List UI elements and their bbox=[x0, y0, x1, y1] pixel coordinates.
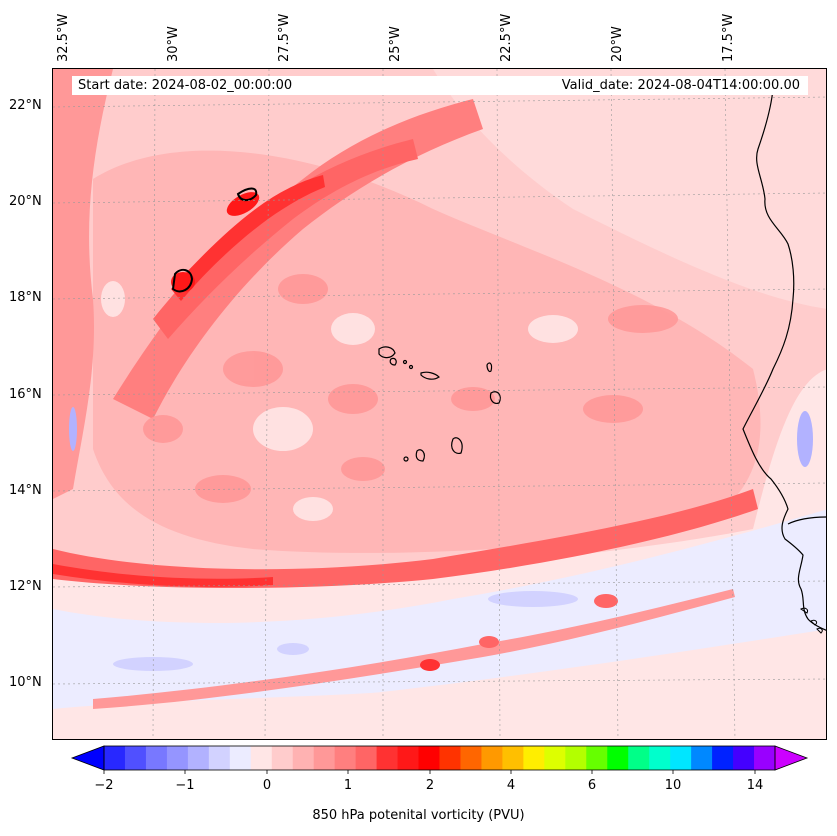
itcz-streak bbox=[93, 589, 735, 709]
lon-label-32-5w: 32.5°W bbox=[56, 13, 71, 62]
colorbar-title: 850 hPa potenital vorticity (PVU) bbox=[312, 808, 525, 823]
graticule bbox=[53, 69, 826, 739]
lat-label-14n: 14°N bbox=[9, 483, 42, 498]
itcz-core-3 bbox=[594, 594, 618, 608]
ne-light-area bbox=[433, 69, 826, 309]
colorbar-cell bbox=[754, 746, 776, 770]
colorbar-cell bbox=[670, 746, 692, 770]
colorbar-max-extend bbox=[774, 745, 809, 771]
west-edge-band bbox=[53, 69, 113, 499]
south-band-bottom bbox=[53, 629, 826, 739]
colorbar-cell bbox=[313, 746, 336, 770]
west-edge-negative-pv bbox=[69, 407, 77, 451]
lon-label-17-5w: 17.5°W bbox=[721, 13, 736, 62]
colorbar-tick: 2 bbox=[425, 778, 435, 793]
colorbar-outline bbox=[103, 745, 776, 771]
colorbar-cell bbox=[733, 746, 755, 770]
lon-label-27-5w: 27.5°W bbox=[277, 13, 292, 62]
pv-filament-core bbox=[171, 175, 325, 301]
colorbar-cell bbox=[418, 746, 440, 770]
pv-filament-mid bbox=[153, 139, 418, 339]
colorbar-cell bbox=[565, 746, 587, 770]
colorbar-tick: −1 bbox=[175, 778, 195, 793]
colorbar-cell bbox=[355, 746, 378, 770]
pv-filament-outer bbox=[113, 99, 483, 419]
pv-contour-2 bbox=[236, 187, 258, 202]
lon-label-20w: 20°W bbox=[610, 26, 625, 62]
colorbar-cell bbox=[208, 746, 231, 770]
colorbar-tick: 14 bbox=[746, 778, 764, 793]
colorbar-cell bbox=[145, 746, 168, 770]
colorbar-cell bbox=[376, 746, 399, 770]
colorbar-cell bbox=[292, 746, 315, 770]
colorbar-cell bbox=[607, 746, 629, 770]
colorbar-tick-marks bbox=[103, 770, 756, 774]
colorbar-cell bbox=[628, 746, 650, 770]
pv-blobs bbox=[143, 274, 678, 503]
colorbar-cell bbox=[649, 746, 671, 770]
lat-label-18n: 18°N bbox=[9, 290, 42, 305]
itcz-core-2 bbox=[479, 636, 499, 648]
colorbar-cell bbox=[586, 746, 608, 770]
lat-label-22n: 22°N bbox=[9, 98, 42, 113]
pv-contour-1 bbox=[171, 268, 194, 293]
valid-date-label: Valid_date: 2024-08-04T14:00:00.00 bbox=[561, 78, 800, 93]
colorbar-tick: 10 bbox=[664, 778, 682, 793]
lon-label-22-5w: 22.5°W bbox=[499, 13, 514, 62]
colorbar bbox=[70, 745, 809, 774]
colorbar-tick: 1 bbox=[343, 778, 353, 793]
lat-label-10n: 10°N bbox=[9, 675, 42, 690]
bissagos-islands bbox=[800, 607, 823, 634]
colorbar-cell bbox=[544, 746, 566, 770]
colorbar-cell bbox=[124, 746, 147, 770]
colorbar-cell bbox=[229, 746, 252, 770]
colorbar-tick: 6 bbox=[587, 778, 597, 793]
gambia-coastline bbox=[787, 516, 826, 525]
colorbar-tick: 0 bbox=[262, 778, 272, 793]
info-bar: Start date: 2024-08-02_00:00:00 Valid_da… bbox=[72, 76, 808, 95]
colorbar-cell bbox=[104, 746, 126, 770]
colorbar-cell bbox=[439, 746, 461, 770]
colorbar-cell bbox=[397, 746, 420, 770]
colorbar-cell bbox=[271, 746, 294, 770]
colorbar-cell bbox=[523, 746, 545, 770]
negative-pv-spot-3 bbox=[277, 643, 309, 655]
colorbar-tick: −2 bbox=[94, 778, 114, 793]
pv-field-map bbox=[53, 69, 826, 739]
itcz-core-1 bbox=[420, 659, 440, 671]
colorbar-cell bbox=[481, 746, 503, 770]
map-panel[interactable]: Start date: 2024-08-02_00:00:00 Valid_da… bbox=[52, 68, 827, 740]
south-rim-core bbox=[53, 564, 273, 587]
lat-label-12n: 12°N bbox=[9, 579, 42, 594]
lat-label-16n: 16°N bbox=[9, 387, 42, 402]
colorbar-cell bbox=[712, 746, 734, 770]
colorbar-cell bbox=[502, 746, 524, 770]
start-date-label: Start date: 2024-08-02_00:00:00 bbox=[78, 78, 293, 93]
colorbar-cell bbox=[334, 746, 357, 770]
colorbar-min-extend bbox=[70, 745, 105, 771]
colorbar-cell bbox=[460, 746, 482, 770]
colorbar-cell bbox=[250, 746, 273, 770]
lat-label-20n: 20°N bbox=[9, 194, 42, 209]
west-africa-coastline bbox=[742, 88, 826, 631]
colorbar-cell bbox=[166, 746, 189, 770]
colorbar-tick: 4 bbox=[506, 778, 516, 793]
colorbar-cell bbox=[691, 746, 713, 770]
negative-pv-spot-1 bbox=[488, 591, 578, 607]
cape-verde-islands bbox=[378, 346, 501, 462]
colorbar-cell bbox=[187, 746, 210, 770]
coastal-negative-pv bbox=[797, 411, 813, 467]
lon-label-25w: 25°W bbox=[388, 26, 403, 62]
lon-label-30w: 30°W bbox=[166, 26, 181, 62]
colorbar-cells bbox=[104, 746, 776, 770]
pv-light-spots bbox=[101, 281, 578, 521]
